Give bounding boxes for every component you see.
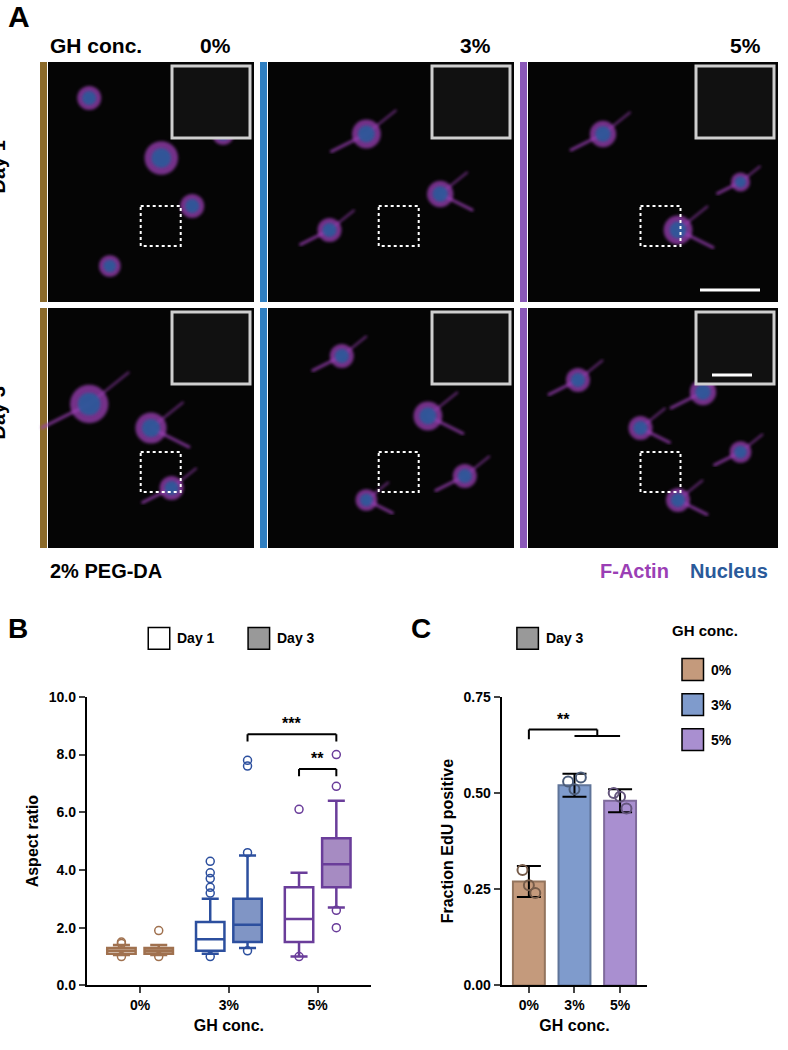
- svg-text:6.0: 6.0: [57, 804, 77, 820]
- svg-text:5%: 5%: [711, 732, 732, 748]
- svg-text:GH conc.: GH conc.: [194, 1017, 264, 1034]
- svg-text:B: B: [8, 613, 28, 644]
- html-text:2% PEG-DA: 2% PEG-DA: [50, 560, 163, 582]
- html-text:5%: 5%: [730, 34, 761, 57]
- svg-text:Day 3: Day 3: [277, 630, 315, 646]
- svg-text:0%: 0%: [519, 997, 540, 1013]
- svg-text:C: C: [411, 613, 431, 644]
- svg-text:0.50: 0.50: [463, 785, 490, 801]
- svg-text:Day 1: Day 1: [177, 630, 215, 646]
- svg-text:0.25: 0.25: [463, 881, 490, 897]
- svg-text:0%: 0%: [711, 662, 732, 678]
- svg-text:**: **: [557, 711, 570, 728]
- svg-text:5%: 5%: [308, 997, 329, 1013]
- svg-text:3%: 3%: [564, 997, 585, 1013]
- svg-text:Fraction EdU positive: Fraction EdU positive: [439, 759, 456, 924]
- svg-text:0.75: 0.75: [463, 689, 490, 705]
- html-text:GH conc.: GH conc.: [50, 34, 143, 57]
- html-text:0%: 0%: [200, 34, 231, 57]
- svg-text:GH conc.: GH conc.: [539, 1017, 609, 1034]
- svg-text:0.00: 0.00: [463, 977, 490, 993]
- svg-text:10.0: 10.0: [49, 689, 76, 705]
- html-text:F-Actin: F-Actin: [600, 560, 669, 582]
- svg-text:4.0: 4.0: [57, 862, 77, 878]
- html-text:3%: 3%: [460, 34, 491, 57]
- svg-text:0%: 0%: [130, 997, 151, 1013]
- svg-text:***: ***: [282, 715, 301, 732]
- html-text:Nucleus: Nucleus: [690, 560, 768, 582]
- svg-text:0.0: 0.0: [57, 977, 77, 993]
- svg-text:3%: 3%: [711, 697, 732, 713]
- svg-text:GH conc.: GH conc.: [672, 622, 738, 639]
- svg-text:2.0: 2.0: [57, 920, 77, 936]
- svg-text:Aspect ratio: Aspect ratio: [24, 795, 41, 888]
- svg-text:Day 3: Day 3: [546, 630, 584, 646]
- svg-text:5%: 5%: [610, 997, 631, 1013]
- svg-text:**: **: [311, 750, 324, 767]
- html-text:A: A: [8, 0, 30, 33]
- svg-text:3%: 3%: [219, 997, 240, 1013]
- svg-text:8.0: 8.0: [57, 746, 77, 762]
